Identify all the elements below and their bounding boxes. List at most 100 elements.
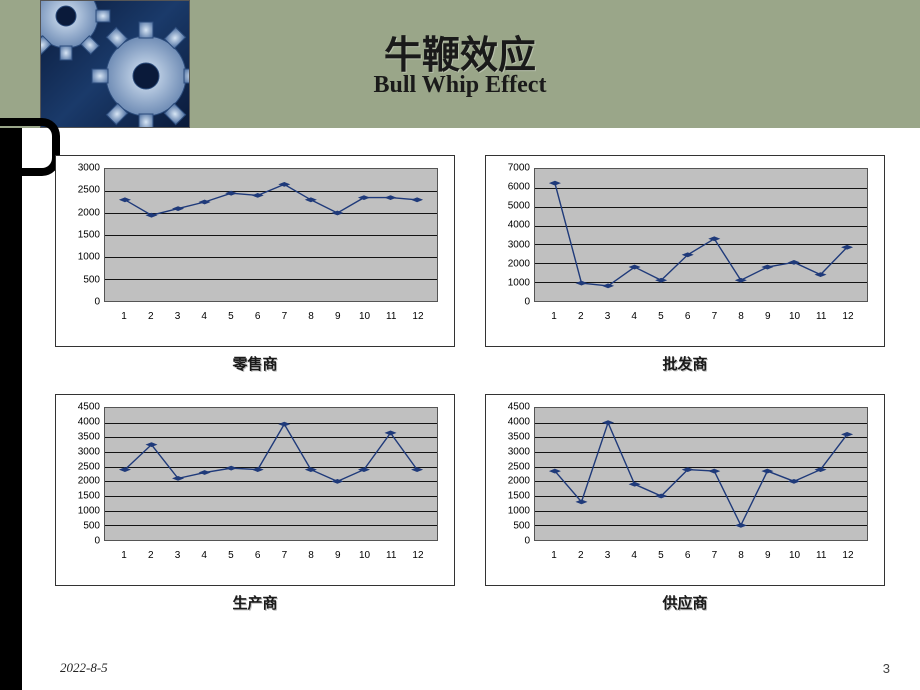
chart-label-retailer: 零售商: [55, 353, 455, 374]
y-tick-label: 0: [496, 536, 530, 547]
x-tick-label: 8: [308, 550, 314, 561]
chart-label-supplier: 供应商: [485, 592, 885, 613]
x-tick-label: 11: [386, 311, 396, 322]
y-tick-label: 1500: [66, 230, 100, 241]
x-tick-label: 11: [816, 550, 826, 561]
chart-svg: [535, 169, 867, 301]
plot-area: [534, 407, 868, 541]
plot-wrap: 0500100015002000250030003500400045001234…: [496, 403, 874, 563]
y-tick-label: 2500: [66, 461, 100, 472]
y-tick-label: 2000: [496, 258, 530, 269]
y-tick-label: 4500: [496, 402, 530, 413]
y-tick-label: 3500: [496, 431, 530, 442]
y-tick-label: 0: [66, 297, 100, 308]
x-tick-label: 2: [148, 311, 154, 322]
y-tick-label: 2000: [66, 207, 100, 218]
y-tick-label: 1000: [496, 506, 530, 517]
y-tick-label: 500: [66, 274, 100, 285]
y-tick-label: 1000: [496, 277, 530, 288]
x-tick-label: 10: [359, 311, 370, 322]
chart-label-wholesaler: 批发商: [485, 353, 885, 374]
x-tick-label: 11: [386, 550, 396, 561]
x-tick-label: 1: [121, 311, 127, 322]
x-tick-label: 7: [282, 311, 288, 322]
chart-panel-supplier: 0500100015002000250030003500400045001234…: [485, 394, 885, 586]
y-tick-label: 4000: [66, 416, 100, 427]
chart-svg: [105, 408, 437, 540]
y-tick-label: 4000: [496, 220, 530, 231]
y-tick-label: 3000: [496, 446, 530, 457]
x-tick-label: 11: [816, 311, 826, 322]
footer-page-number: 3: [883, 661, 890, 676]
y-tick-label: 0: [496, 297, 530, 308]
chart-cell-supplier: 0500100015002000250030003500400045001234…: [485, 394, 885, 625]
x-tick-label: 3: [175, 550, 181, 561]
slide-title-en: Bull Whip Effect: [0, 72, 920, 99]
plot-wrap: 0500100015002000250030003500400045001234…: [66, 403, 444, 563]
x-tick-label: 4: [201, 311, 207, 322]
x-tick-label: 7: [712, 550, 718, 561]
x-tick-label: 10: [789, 311, 800, 322]
footer-date: 2022-8-5: [60, 660, 108, 676]
x-tick-label: 7: [712, 311, 718, 322]
y-tick-label: 3000: [66, 446, 100, 457]
y-tick-label: 2000: [66, 476, 100, 487]
x-tick-label: 4: [631, 550, 637, 561]
y-tick-label: 1000: [66, 506, 100, 517]
x-tick-label: 3: [175, 311, 181, 322]
charts-grid: 050010001500200025003000123456789101112零…: [55, 155, 885, 625]
plot-area: [104, 168, 438, 302]
chart-cell-wholesaler: 0100020003000400050006000700012345678910…: [485, 155, 885, 386]
x-tick-label: 5: [658, 311, 664, 322]
x-tick-label: 9: [765, 311, 771, 322]
chart-svg: [105, 169, 437, 301]
y-tick-label: 1000: [66, 252, 100, 263]
y-tick-label: 0: [66, 536, 100, 547]
x-tick-label: 12: [412, 311, 423, 322]
plot-area: [104, 407, 438, 541]
y-tick-label: 4000: [496, 416, 530, 427]
x-tick-label: 4: [631, 311, 637, 322]
y-tick-label: 2500: [66, 185, 100, 196]
x-tick-label: 2: [148, 550, 154, 561]
plot-area: [534, 168, 868, 302]
x-tick-label: 12: [412, 550, 423, 561]
x-tick-label: 12: [842, 550, 853, 561]
x-tick-label: 5: [228, 311, 234, 322]
x-tick-label: 10: [359, 550, 370, 561]
x-tick-label: 7: [282, 550, 288, 561]
y-tick-label: 1500: [496, 491, 530, 502]
y-tick-label: 500: [66, 521, 100, 532]
y-tick-label: 2500: [496, 461, 530, 472]
chart-panel-wholesaler: 0100020003000400050006000700012345678910…: [485, 155, 885, 347]
x-tick-label: 8: [308, 311, 314, 322]
y-tick-label: 4500: [66, 402, 100, 413]
x-tick-label: 1: [551, 550, 557, 561]
x-tick-label: 5: [228, 550, 234, 561]
hook-decoration: [0, 118, 60, 176]
chart-cell-retailer: 050010001500200025003000123456789101112零…: [55, 155, 455, 386]
x-tick-label: 10: [789, 550, 800, 561]
chart-svg: [535, 408, 867, 540]
x-tick-label: 3: [605, 311, 611, 322]
x-tick-label: 9: [335, 550, 341, 561]
x-tick-label: 9: [335, 311, 341, 322]
x-tick-label: 6: [255, 311, 261, 322]
x-tick-label: 8: [738, 311, 744, 322]
chart-panel-retailer: 050010001500200025003000123456789101112: [55, 155, 455, 347]
y-tick-label: 7000: [496, 163, 530, 174]
x-tick-label: 1: [551, 311, 557, 322]
x-tick-label: 12: [842, 311, 853, 322]
chart-label-manufacturer: 生产商: [55, 592, 455, 613]
x-tick-label: 2: [578, 550, 584, 561]
x-tick-label: 6: [255, 550, 261, 561]
y-tick-label: 6000: [496, 182, 530, 193]
y-tick-label: 1500: [66, 491, 100, 502]
y-tick-label: 3500: [66, 431, 100, 442]
x-tick-label: 3: [605, 550, 611, 561]
y-tick-label: 3000: [496, 239, 530, 250]
x-tick-label: 6: [685, 311, 691, 322]
slide-title-cn: 牛鞭效应: [0, 24, 920, 79]
y-tick-label: 3000: [66, 163, 100, 174]
x-tick-label: 8: [738, 550, 744, 561]
